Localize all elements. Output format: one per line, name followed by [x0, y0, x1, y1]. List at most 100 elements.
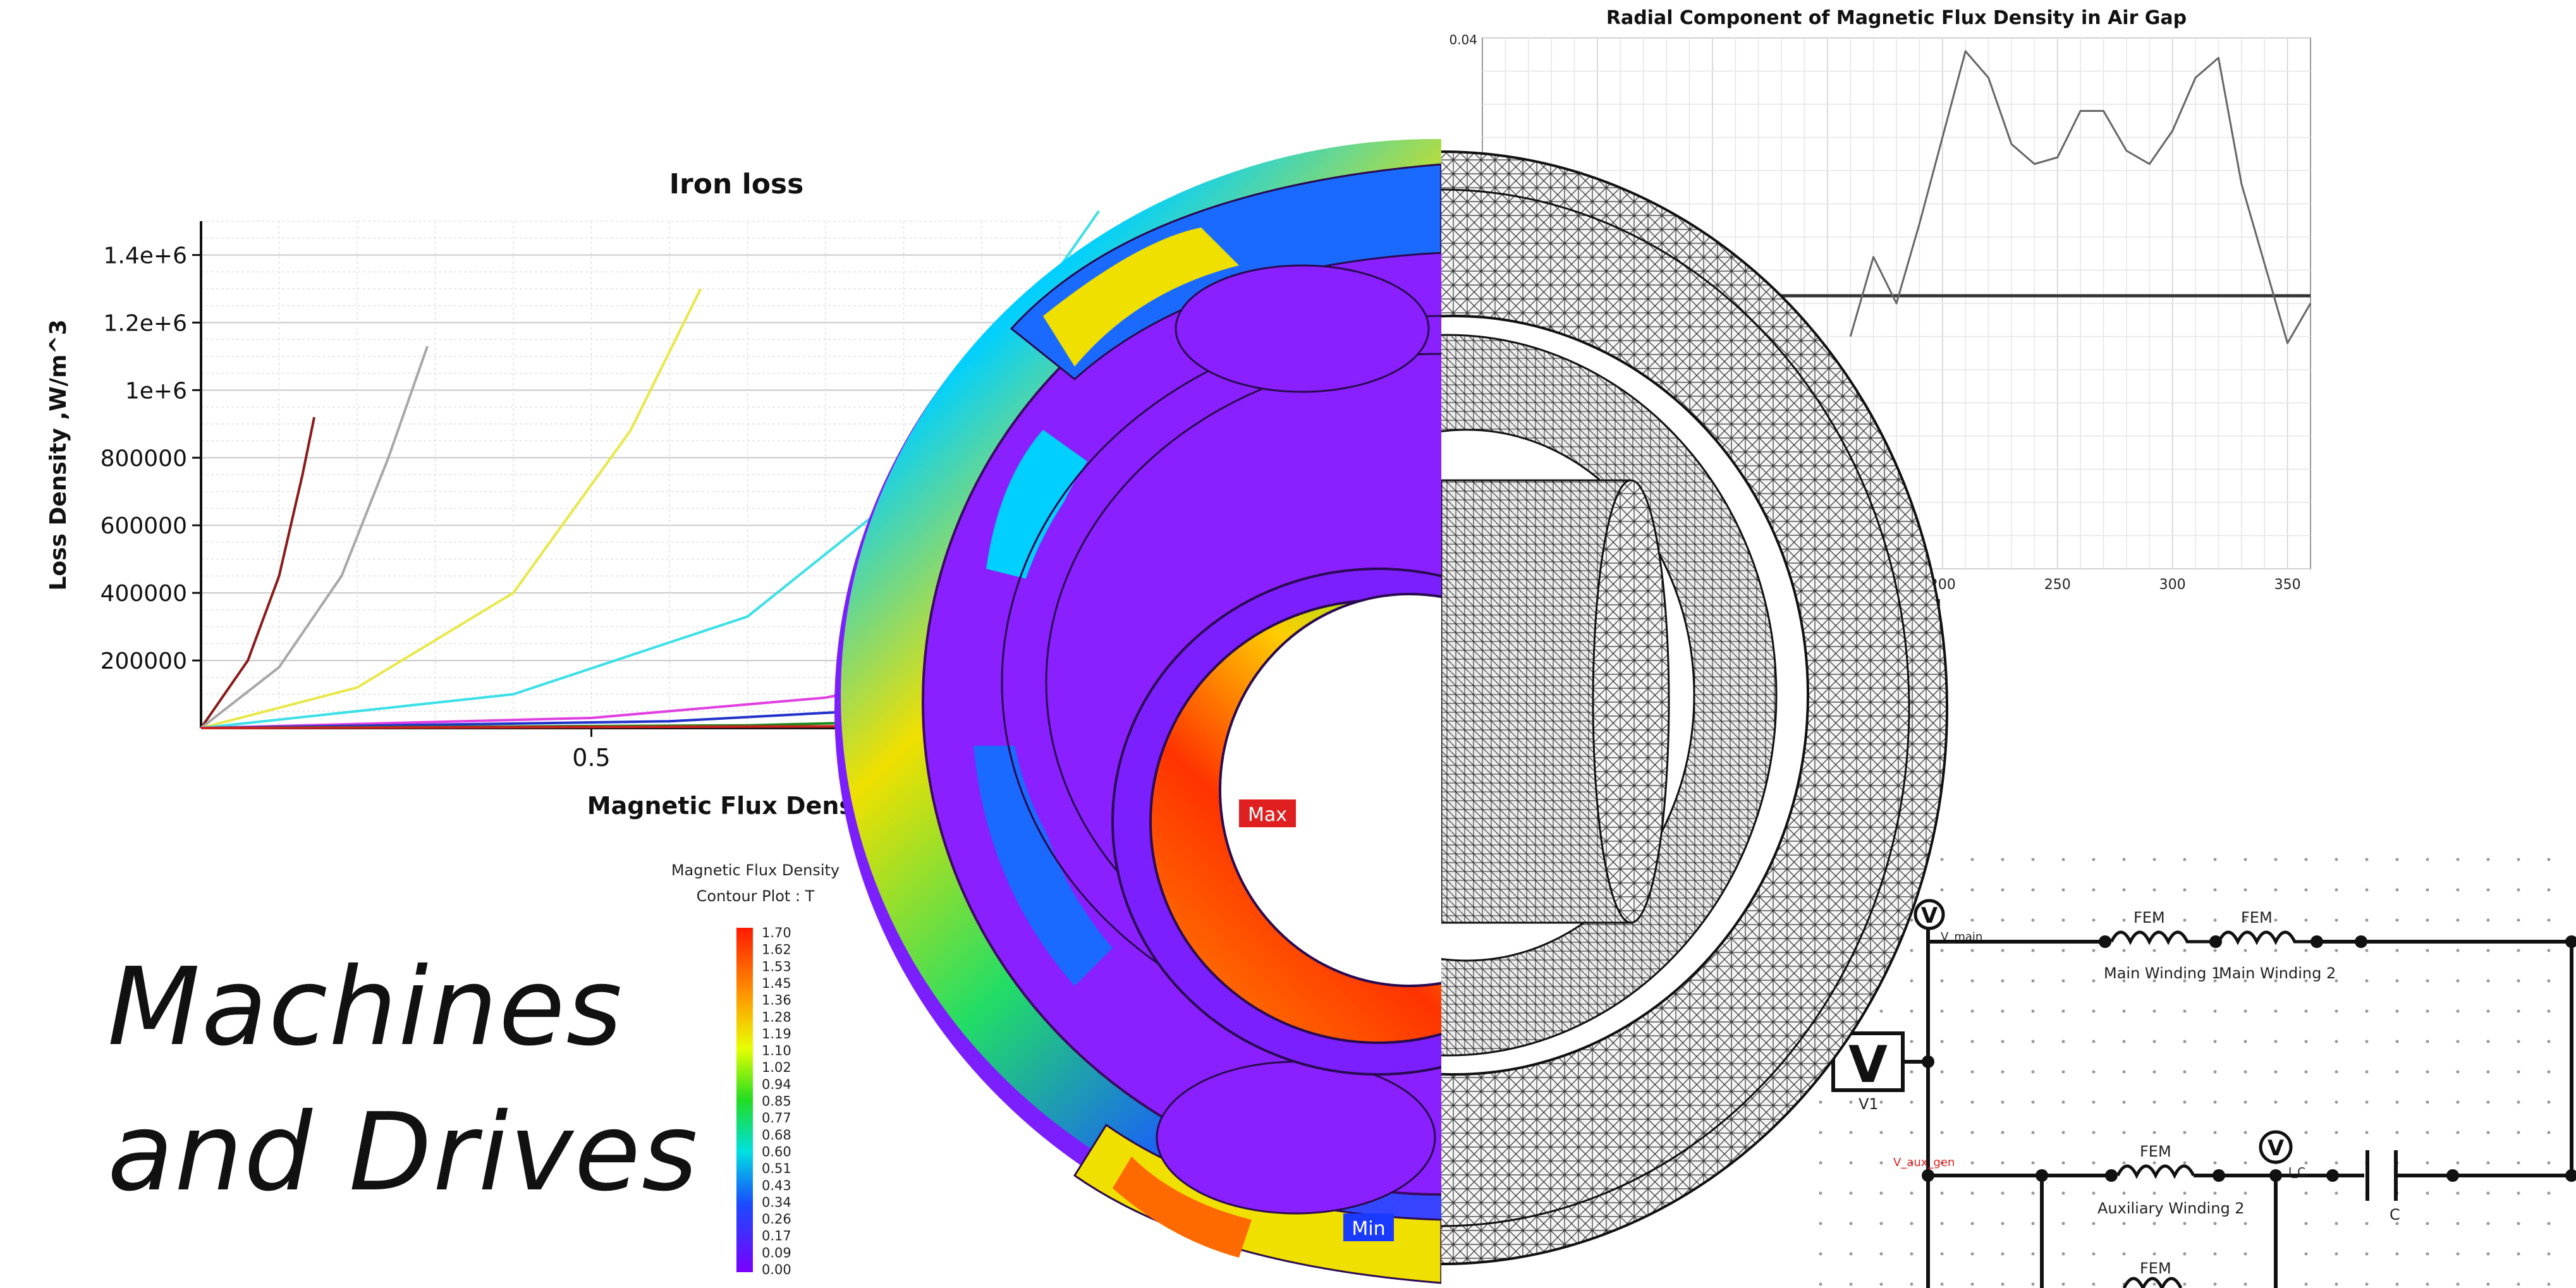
- circuit-grid-dot: [2092, 1222, 2096, 1225]
- circuit-grid-dot: [2152, 1009, 2156, 1013]
- circuit-grid-dot: [1849, 1100, 1853, 1104]
- airgap-y-tick-label: 0.04: [1449, 32, 1477, 47]
- circuit-grid-dot: [2152, 888, 2156, 892]
- fem-label-2: FEM: [2241, 909, 2273, 927]
- circuit-grid-dot: [2304, 979, 2308, 983]
- circuit-grid-dot: [2517, 1009, 2520, 1013]
- circuit-grid-dot: [2001, 1191, 2005, 1195]
- circuit-grid-dot: [2061, 888, 2065, 892]
- circuit-grid-dot: [1940, 1070, 1944, 1074]
- circuit-grid-dot: [2243, 1040, 2247, 1043]
- circuit-grid-dot: [2061, 1131, 2065, 1134]
- circuit-grid-dot: [2365, 979, 2369, 983]
- circuit-grid-dot: [2213, 1161, 2217, 1165]
- circuit-grid-dot: [2486, 1252, 2490, 1256]
- circuit-grid-dot: [2517, 918, 2520, 922]
- circuit-grid-dot: [2456, 1252, 2460, 1256]
- circuit-grid-dot: [2335, 1161, 2338, 1165]
- circuit-grid-dot: [2092, 979, 2096, 983]
- circuit-grid-dot: [1879, 1100, 1883, 1104]
- circuit-grid-dot: [2547, 1070, 2551, 1074]
- circuit-grid-dot: [2304, 949, 2308, 952]
- circuit-grid-dot: [2213, 949, 2217, 952]
- circuit-grid-dot: [2517, 1040, 2520, 1043]
- circuit-grid-dot: [1910, 1131, 1914, 1134]
- circuit-grid-dot: [2031, 1282, 2035, 1286]
- legend-value: 0.94: [762, 1077, 791, 1092]
- circuit-grid-dots: [1819, 858, 2551, 1286]
- iron-loss-y-ticks: 200000 400000 600000 800000 1e+6 1.2e+6 1.4e+6: [101, 243, 201, 674]
- circuit-grid-dot: [2274, 1100, 2278, 1104]
- circuit-grid-dot: [2547, 1131, 2551, 1134]
- headline-line-2: and Drives: [107, 1090, 699, 1215]
- circuit-grid-dot: [2456, 1070, 2460, 1074]
- circuit-grid-dot: [2274, 979, 2278, 983]
- circuit-grid-dot: [1940, 1009, 1944, 1013]
- circuit-grid-dot: [1879, 1252, 1883, 1256]
- circuit-grid-dot: [2183, 1009, 2187, 1013]
- fem-label-4: FEM: [2140, 1260, 2171, 1277]
- circuit-grid-dot: [2486, 1131, 2490, 1134]
- circuit-grid-dot: [2092, 1191, 2096, 1195]
- circuit-grid-dot: [2456, 1222, 2460, 1225]
- circuit-grid-dot: [2183, 858, 2187, 861]
- v-aux-label: V_aux_gen: [1893, 1156, 1955, 1169]
- circuit-grid-dot: [1819, 1282, 1822, 1286]
- circuit-grid-dot: [2122, 918, 2126, 922]
- min-label: Min: [1352, 1218, 1385, 1240]
- circuit-grid-dot: [2183, 1040, 2187, 1043]
- circuit-grid-dot: [1910, 918, 1914, 922]
- circuit-grid-dot: [2426, 1131, 2429, 1134]
- circuit-grid-dot: [2183, 1222, 2187, 1225]
- legend-value: 1.36: [762, 993, 791, 1008]
- circuit-grid-dot: [2031, 1222, 2035, 1225]
- iron-y-tick-label: 400000: [101, 581, 187, 607]
- circuit-grid-dot: [2031, 888, 2035, 892]
- circuit-grid-dot: [1879, 1191, 1883, 1195]
- circuit-grid-dot: [2517, 1282, 2520, 1286]
- circuit-grid-dot: [2061, 1191, 2065, 1195]
- circuit-grid-dot: [1940, 1191, 1944, 1195]
- circuit-grid-dot: [2183, 1161, 2187, 1165]
- circuit-grid-dot: [1970, 858, 1974, 861]
- airgap-x-tick-label: 250: [2044, 577, 2071, 593]
- circuit-junctions: [1922, 935, 2576, 1182]
- circuit-grid-dot: [2486, 1161, 2490, 1165]
- circuit-grid-dot: [2274, 1070, 2278, 1074]
- circuit-grid-dot: [2365, 1070, 2369, 1074]
- circuit-grid-dot: [2426, 1191, 2429, 1195]
- circuit-grid-dot: [1940, 1040, 1944, 1043]
- circuit-grid-dot: [1940, 1131, 1944, 1134]
- circuit-grid-dot: [2395, 1009, 2399, 1013]
- circuit-grid-dot: [2304, 1191, 2308, 1195]
- legend-value: 0.43: [762, 1178, 791, 1193]
- iron-loss-y-label: Loss Density ,W/m^3: [46, 319, 71, 590]
- circuit-grid-dot: [2426, 858, 2429, 861]
- legend-value: 0.17: [762, 1229, 791, 1244]
- circuit-grid-dot: [2122, 1131, 2126, 1134]
- circuit-grid-dot: [2031, 918, 2035, 922]
- legend-value: 1.45: [762, 976, 791, 991]
- circuit-diagram: V V V FEM FEM FEM FEM Main Winding 1 Mai…: [1808, 850, 2576, 1288]
- circuit-grid-dot: [1940, 1161, 1944, 1165]
- circuit-grid-dot: [2061, 1009, 2065, 1013]
- circuit-grid-dot: [2395, 918, 2399, 922]
- circuit-grid-dot: [1910, 1100, 1914, 1104]
- circuit-grid-dot: [2243, 918, 2247, 922]
- circuit-grid-dot: [2517, 1252, 2520, 1256]
- circuit-grid-dot: [2122, 888, 2126, 892]
- circuit-grid-dot: [2001, 1282, 2005, 1286]
- circuit-grid-dot: [1940, 949, 1944, 952]
- iron-y-tick-label: 1.4e+6: [104, 243, 187, 269]
- circuit-grid-dot: [2183, 1252, 2187, 1256]
- circuit-grid-dot: [1910, 979, 1914, 983]
- circuit-grid-dot: [2243, 858, 2247, 861]
- circuit-grid-dot: [2426, 1070, 2429, 1074]
- legend-title-line2: Contour Plot : T: [697, 887, 815, 905]
- svg-text:V: V: [1921, 903, 1938, 928]
- circuit-grid-dot: [2274, 918, 2278, 922]
- circuit-grid-dot: [1819, 1222, 1822, 1225]
- circuit-grid-dot: [2152, 1100, 2156, 1104]
- iron-loss-title: Iron loss: [669, 168, 804, 200]
